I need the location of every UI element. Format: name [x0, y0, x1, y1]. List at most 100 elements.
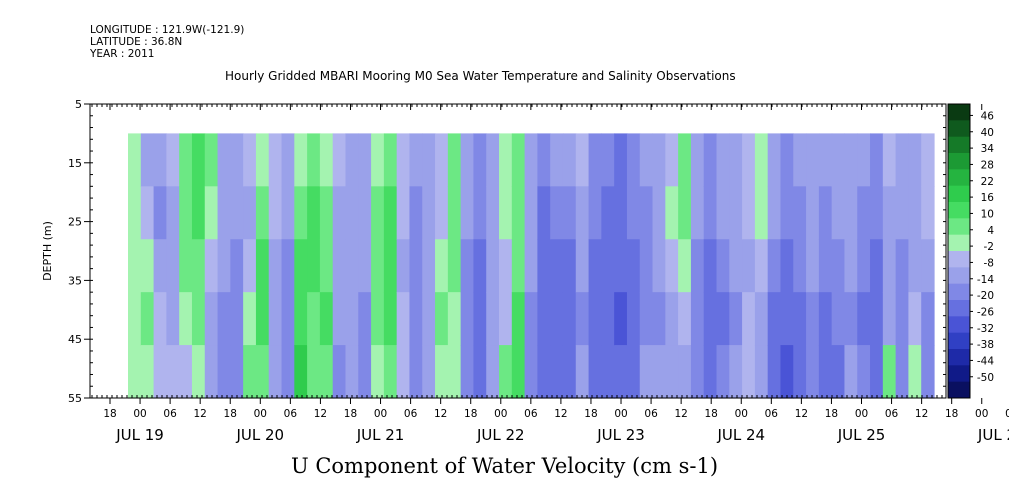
heatmap-cell: [435, 345, 449, 399]
heatmap-cell: [345, 239, 359, 293]
heatmap-cell: [921, 345, 935, 399]
heatmap-cell: [140, 133, 155, 187]
heatmap-cell: [870, 345, 884, 399]
heatmap-cell: [409, 292, 423, 346]
x-hour-label: 06: [404, 408, 418, 420]
heatmap-cell: [588, 292, 602, 346]
heatmap-cell: [562, 133, 577, 187]
x-day-label: JUL 26: [977, 426, 1009, 444]
heatmap-cell: [742, 239, 756, 293]
heatmap-cell: [703, 239, 718, 293]
heatmap-cell: [422, 292, 436, 346]
heatmap-cell: [473, 133, 487, 187]
heatmap-cell: [537, 345, 551, 399]
colorbar-label: -32: [977, 323, 994, 335]
x-day-label: JUL 20: [235, 426, 284, 444]
heatmap-cell: [358, 133, 372, 187]
heatmap-cell: [818, 133, 833, 187]
heatmap-cell: [562, 345, 577, 399]
heatmap-cell: [255, 292, 270, 346]
colorbar-label: -50: [977, 372, 994, 384]
heatmap-cell: [780, 133, 794, 187]
heatmap-cell: [895, 292, 910, 346]
heatmap-cell: [128, 292, 142, 346]
heatmap-cell: [383, 186, 398, 240]
heatmap-cell: [243, 186, 257, 240]
heatmap-cell: [422, 186, 436, 240]
heatmap-cell: [294, 292, 308, 346]
colorbar-label: -14: [977, 274, 994, 286]
colorbar-label: 46: [981, 110, 995, 122]
heatmap-cell: [217, 345, 231, 399]
heatmap-cell: [793, 345, 807, 399]
x-hour-label: 12: [554, 408, 567, 420]
x-hour-label: 06: [644, 408, 658, 420]
heatmap-cell: [179, 239, 193, 293]
x-hour-label: 12: [674, 408, 687, 420]
heatmap-cell: [435, 186, 449, 240]
heatmap-cell: [217, 186, 231, 240]
heatmap-cell: [703, 345, 718, 399]
heatmap-cell: [690, 292, 705, 346]
x-day-label: JUL 23: [596, 426, 645, 444]
colorbar-swatch: [948, 104, 970, 121]
heatmap-cell: [780, 345, 794, 399]
colorbar-swatch: [948, 218, 970, 236]
heatmap-cell: [870, 239, 884, 293]
heatmap-cell: [882, 345, 897, 399]
heatmap-cell: [345, 186, 359, 240]
heatmap-cell: [460, 133, 475, 187]
x-hour-label: 06: [524, 408, 538, 420]
colorbar-label: 16: [981, 192, 995, 204]
colorbar-swatch: [948, 300, 970, 317]
colorbar-label: -8: [984, 257, 994, 269]
heatmap-cell: [281, 292, 295, 346]
colorbar-swatch: [948, 349, 970, 366]
heatmap-cell: [473, 345, 487, 399]
heatmap-cell: [665, 345, 679, 399]
heatmap-cell: [243, 239, 257, 293]
x-hour-label: 12: [193, 408, 206, 420]
colorbar-swatch: [948, 251, 970, 268]
heatmap-cell: [153, 133, 167, 187]
x-hour-label: 00: [374, 408, 387, 420]
x-hour-label: 06: [885, 408, 899, 420]
heatmap-cell: [358, 292, 372, 346]
heatmap-cell: [844, 133, 858, 187]
heatmap-cell: [818, 239, 833, 293]
x-hour-label: 00: [494, 408, 507, 420]
heatmap-cell: [780, 186, 794, 240]
heatmap-cell: [908, 239, 922, 293]
heatmap-cell: [460, 186, 475, 240]
heatmap-cell: [703, 186, 718, 240]
heatmap-cell: [870, 186, 884, 240]
y-tick-label: 55: [68, 392, 82, 405]
x-day-label: JUL 22: [476, 426, 525, 444]
heatmap-cell: [255, 186, 270, 240]
x-hour-label: 18: [945, 408, 958, 420]
heatmap-cell: [268, 133, 283, 187]
heatmap-cell: [524, 292, 538, 346]
heatmap-cell: [371, 186, 385, 240]
heatmap-cell: [626, 186, 641, 240]
heatmap-cell: [690, 133, 705, 187]
heatmap-cell: [793, 239, 807, 293]
heatmap-cell: [319, 345, 334, 399]
heatmap-cell: [614, 345, 628, 399]
heatmap-cell: [396, 345, 411, 399]
heatmap-cell: [473, 239, 487, 293]
heatmap-cell: [294, 186, 308, 240]
heatmap-cell: [511, 239, 526, 293]
heatmap-cell: [371, 239, 385, 293]
heatmap-cell: [767, 133, 782, 187]
heatmap-cell: [537, 239, 551, 293]
heatmap-cell: [665, 292, 679, 346]
heatmap-cell: [716, 186, 730, 240]
heatmap-cell: [371, 345, 385, 399]
heatmap-cell: [166, 133, 180, 187]
heatmap-cell: [908, 345, 922, 399]
heatmap-cell: [140, 345, 155, 399]
heatmap-cell: [716, 292, 730, 346]
heatmap-cell: [588, 345, 602, 399]
heatmap-cell: [217, 133, 231, 187]
